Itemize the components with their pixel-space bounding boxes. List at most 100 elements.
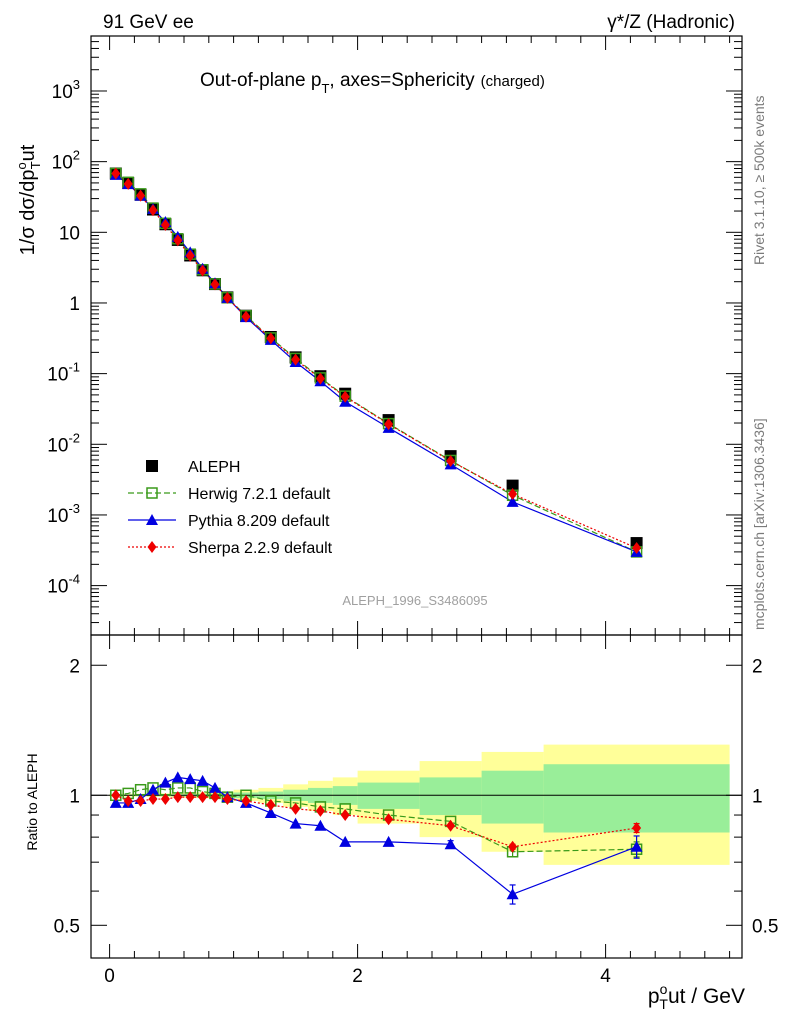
band-inner [419, 777, 482, 816]
band-inner [481, 770, 544, 824]
energy-label: 91 GeV ee [103, 12, 194, 33]
sherpa-ratio-point [222, 793, 232, 806]
x-tick-label: 2 [352, 966, 363, 987]
plot-title-main: Out-of-plane p [200, 70, 321, 91]
pythia-point [506, 495, 519, 507]
legend-marker-pythia [146, 514, 158, 525]
y-tick-label: 10-2 [47, 430, 80, 456]
sherpa-point [222, 291, 232, 304]
sherpa-ratio-point [210, 791, 220, 804]
pythia-ratio-point [196, 774, 209, 786]
pythia-ratio-point [630, 840, 643, 852]
pythia-ratio-point [382, 835, 395, 847]
pythia-ratio-point [444, 838, 457, 850]
pythia-ratio-point [109, 796, 122, 808]
legend-label-sherpa: Sherpa 2.2.9 default [188, 540, 333, 557]
ratio-y-tick-label-right: 0.5 [752, 916, 778, 937]
x-axis-label: po Tut / GeV [648, 981, 745, 1012]
sherpa-ratio-point [123, 794, 133, 807]
sherpa-point [446, 455, 456, 468]
sherpa-ratio-point [241, 794, 251, 807]
sherpa-ratio-point [291, 802, 301, 815]
plot-title-rest: , axes=Sphericity [329, 70, 475, 91]
axis-ticks: 0 2 4 10-4 10-3 10-2 10-1 1 10 102 103 0.5 0.5 1 1 2 2 [47, 35, 778, 987]
pythia-ratio-point [264, 806, 277, 818]
sherpa-ratio-point [340, 809, 350, 822]
plot-title-small: (charged) [481, 73, 545, 90]
analysis-id-watermark: ALEPH_1996_S3486095 [342, 593, 487, 608]
ratio-y-tick-label: 2 [69, 656, 80, 677]
pythia-ratio-point [209, 781, 221, 793]
sherpa-point [148, 204, 158, 217]
ratio-y-tick-label-right: 1 [752, 786, 763, 807]
sherpa-ratio-point [148, 793, 158, 806]
sherpa-point [340, 390, 350, 403]
plot-title: Out-of-plane pT, axes=Sphericity (charged… [200, 70, 545, 96]
sherpa-point [266, 332, 276, 345]
sherpa-point [632, 542, 642, 555]
sherpa-ratio-point [111, 789, 121, 802]
pythia-ratio-point [506, 888, 519, 900]
mcplots-label: mcplots.cern.ch [arXiv:1306.3436] [751, 418, 767, 630]
ratio-panel-frame [90, 634, 743, 959]
pythia-ratio-point [147, 783, 159, 795]
sherpa-point [111, 167, 121, 180]
sherpa-point [315, 372, 325, 385]
x-tick-label: 4 [600, 966, 611, 987]
legend-marker-herwig [146, 487, 158, 499]
sherpa-ratio-point [446, 819, 456, 832]
sherpa-ratio-point [173, 791, 183, 804]
legend: ALEPH Herwig 7.2.1 default Pythia 8.209 de… [128, 459, 333, 557]
process-label: γ*/Z (Hadronic) [607, 12, 735, 33]
y-tick-label: 10-1 [47, 360, 80, 386]
sherpa-point [210, 278, 220, 291]
sherpa-point [291, 353, 301, 366]
ratio-y-axis-label: Ratio to ALEPH [24, 753, 40, 850]
main-series [109, 167, 643, 558]
sherpa-point [241, 310, 251, 323]
ratio-series [109, 771, 643, 905]
pythia-ratio-point [314, 819, 327, 831]
legend-label-herwig: Herwig 7.2.1 default [188, 486, 331, 503]
y-tick-label: 103 [52, 77, 80, 103]
y-tick-label: 10-4 [47, 572, 80, 598]
pythia-ratio-point [159, 776, 172, 788]
sherpa-point [160, 218, 170, 231]
y-tick-label: 1 [69, 294, 80, 315]
sherpa-ratio-point [198, 791, 208, 804]
pythia-ratio-point [289, 817, 302, 829]
legend-marker-sherpa [147, 541, 157, 553]
y-tick-label: 102 [52, 148, 80, 174]
sherpa-ratio-point [136, 794, 146, 807]
pythia-ratio-point [184, 773, 197, 785]
sherpa-ratio-point [160, 793, 170, 806]
main-y-axis-label: 1/σ dσ/dpoTut [14, 144, 43, 255]
rivet-label: Rivet 3.1.10, ≥ 500k events [751, 95, 767, 265]
sherpa-point [198, 264, 208, 277]
y-tick-label: 10-3 [47, 501, 80, 527]
band-inner [543, 764, 730, 833]
pythia-ratio-point [171, 771, 184, 783]
sherpa-point [508, 487, 518, 500]
legend-label-pythia: Pythia 8.209 default [188, 513, 330, 530]
legend-label-aleph: ALEPH [188, 459, 240, 476]
sherpa-point [173, 234, 183, 247]
sherpa-point [185, 249, 195, 262]
legend-marker-aleph [146, 460, 158, 472]
pythia-ratio-point [339, 835, 352, 847]
sherpa-point [136, 189, 146, 202]
ratio-y-tick-label: 0.5 [54, 916, 80, 937]
sherpa-ratio-point [508, 840, 518, 853]
sherpa-ratio-point [384, 813, 394, 826]
plot-title-sub: T [321, 81, 329, 96]
sherpa-ratio-point [266, 798, 276, 811]
sherpa-ratio-point [315, 804, 325, 817]
ratio-y-tick-label: 1 [69, 786, 80, 807]
sherpa-ratio-point [632, 821, 642, 834]
sherpa-point [384, 418, 394, 431]
sherpa-ratio-point [185, 791, 195, 804]
y-tick-label: 10 [59, 223, 80, 244]
x-tick-label: 0 [104, 966, 115, 987]
aleph-point [506, 479, 519, 492]
